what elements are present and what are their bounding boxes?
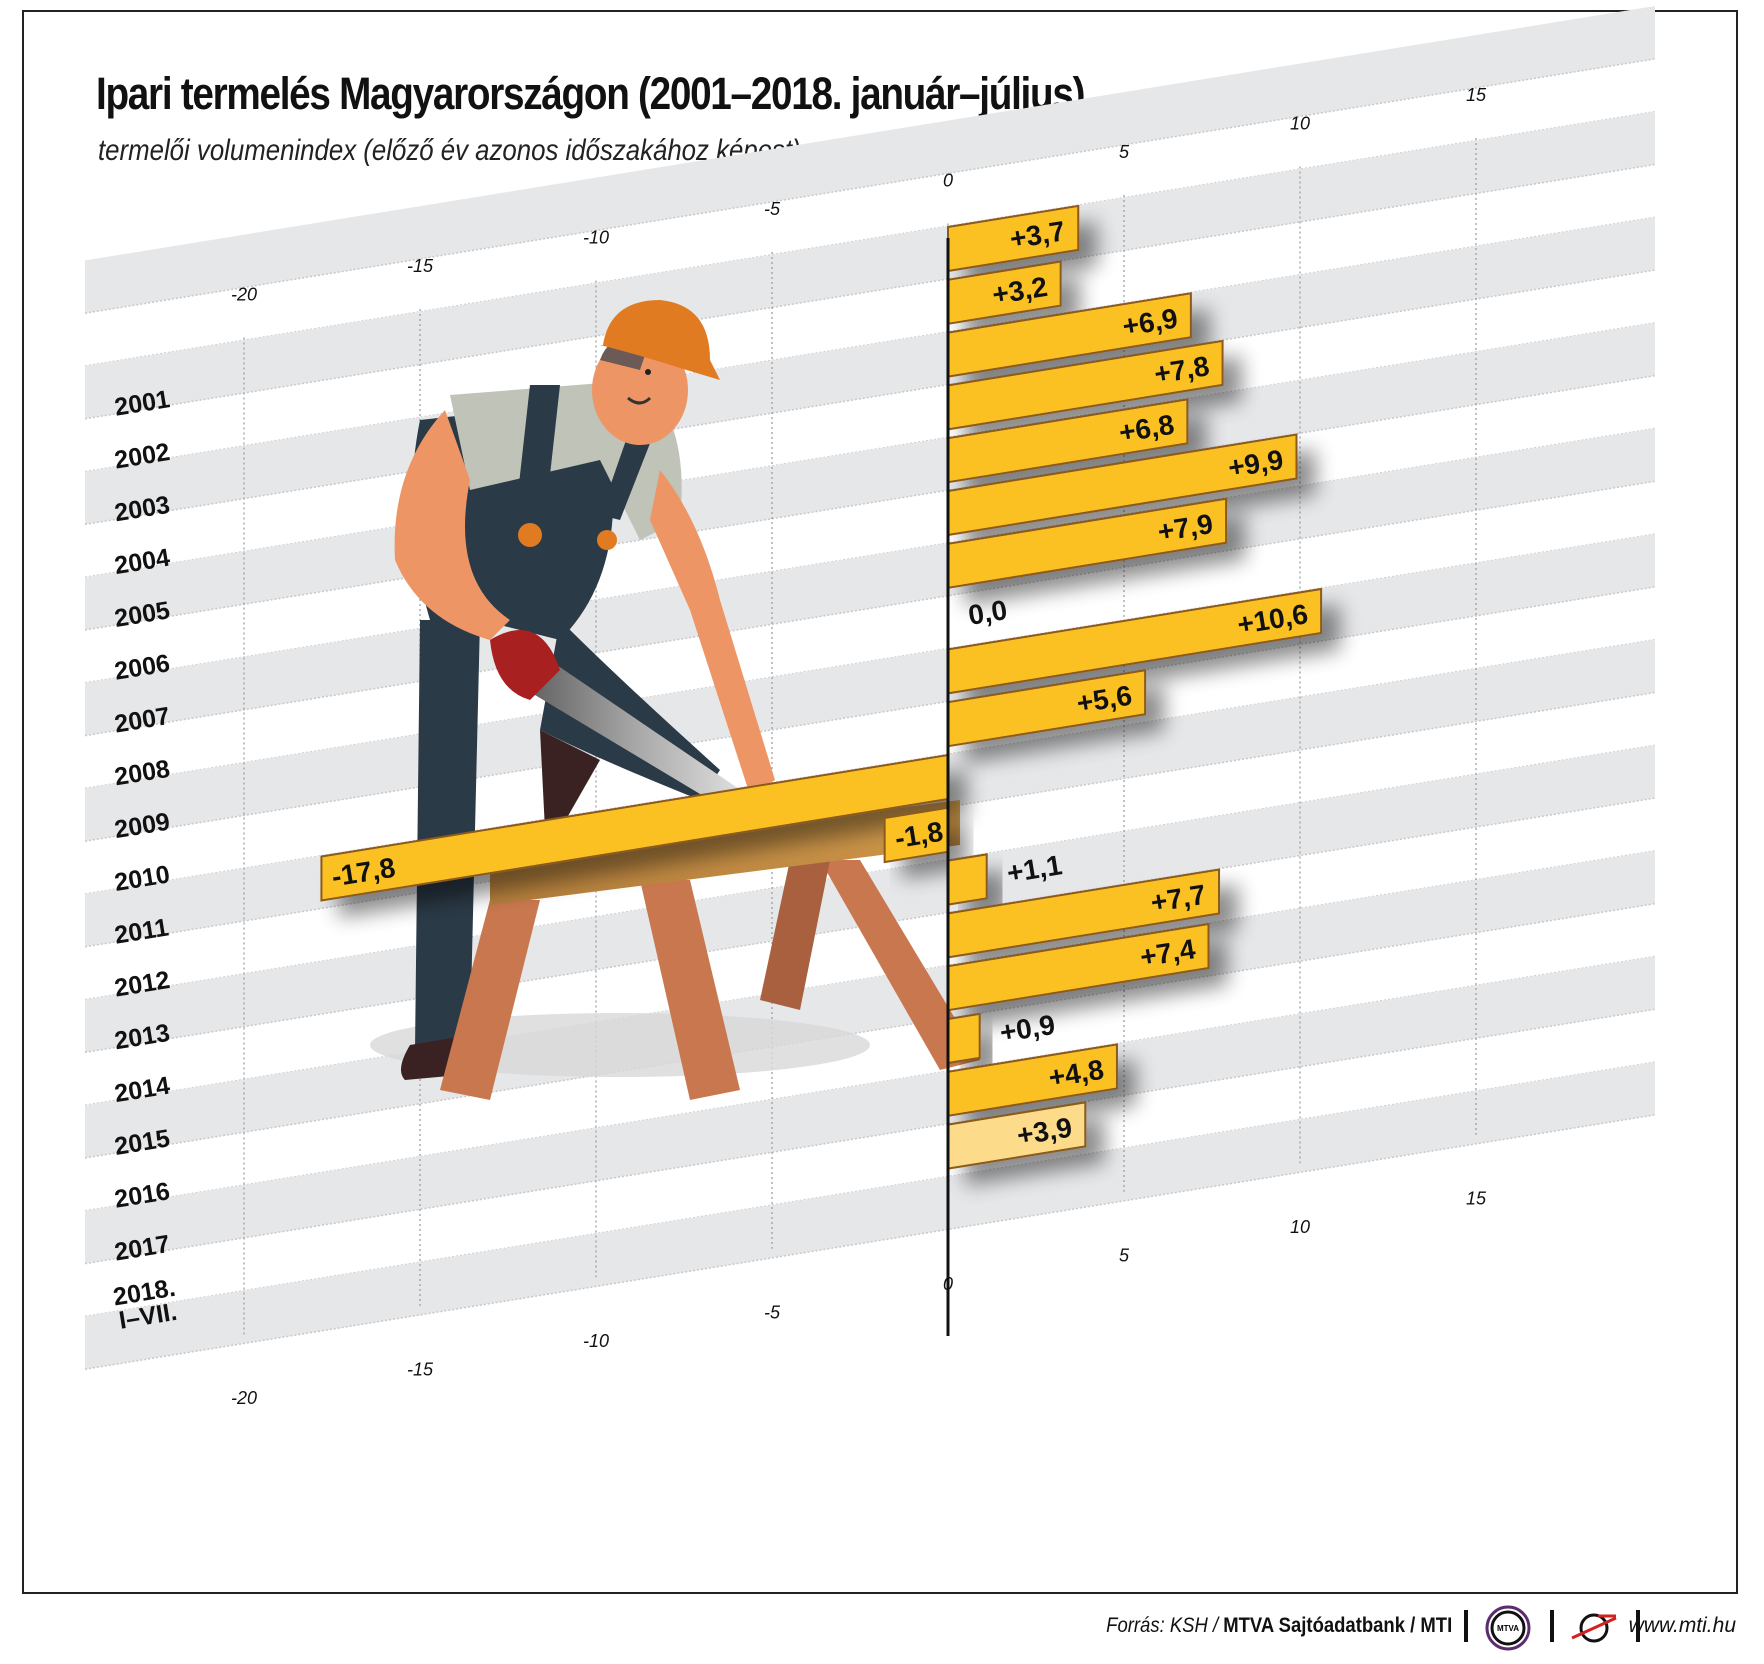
page-subtitle: termelői volumenindex (előző év azonos i… (98, 134, 801, 167)
tick-label: -5 (764, 199, 781, 219)
bar: +7,8 (947, 339, 1224, 431)
category-labels: 2001200220032004200520062007200820092010… (111, 385, 181, 1335)
row-bands (84, 6, 1656, 1370)
worker-illustration (370, 300, 980, 1100)
tick-label: -5 (764, 1302, 781, 1322)
axis-ticks-top: -20 -15 -10 -5 0 5 10 15 (231, 85, 1487, 305)
bar: -1,8 (883, 806, 949, 864)
tick-label: 10 (1290, 1217, 1310, 1237)
tick-label: 0 (943, 1274, 953, 1294)
bar: +6,8 (947, 398, 1189, 484)
separator (1464, 1610, 1468, 1642)
chart-frame (22, 10, 1738, 1594)
bar: +3,9 (947, 1101, 1087, 1170)
separator (1636, 1610, 1640, 1642)
axis-ticks-bottom: -20 -15 -10 -5 0 5 10 15 (231, 1188, 1487, 1408)
page-title: Ipari termelés Magyarországon (2001–2018… (96, 68, 1085, 119)
bar: +3,7 (947, 204, 1080, 273)
mti-logo-icon (1571, 1613, 1617, 1643)
tick-label: 10 (1290, 113, 1310, 133)
mtva-logo-icon: MTVA (1485, 1605, 1531, 1651)
separator (1550, 1610, 1554, 1642)
bar: +3,2 (947, 260, 1062, 325)
footer: Forrás: KSH / MTVA Sajtóadatbank / MTI M… (0, 1600, 1764, 1660)
tick-label: 0 (943, 171, 953, 191)
bars: +3,7+3,2+6,9+7,8+6,8+9,9+7,90,0 +10,6+5,6… (320, 204, 1323, 1170)
bar-value-label: 0,0 (966, 594, 1009, 631)
tick-label: 15 (1466, 1188, 1487, 1208)
tick-label: -20 (231, 285, 257, 305)
bar: +0,9 (947, 1009, 1058, 1065)
bar-chart: +3,7+3,2+6,9+7,8+6,8+9,9+7,90,0 +10,6+5,6… (84, 6, 1656, 1408)
tick-label: 15 (1466, 85, 1487, 105)
tick-label: -20 (231, 1388, 257, 1408)
website-link[interactable]: www.mti.hu (1628, 1614, 1736, 1637)
tick-label: -10 (583, 1331, 609, 1351)
source-credit: Forrás: KSH / MTVA Sajtóadatbank / MTI (1105, 1614, 1452, 1637)
bar: 0,0 (966, 594, 1009, 631)
year-label: 2018.I–VII. (111, 1274, 181, 1335)
bar-value-label: +0,9 (998, 1009, 1058, 1048)
tick-label: -10 (583, 228, 609, 248)
svg-text:MTVA: MTVA (1497, 1624, 1519, 1633)
tick-label: 5 (1119, 142, 1130, 162)
bar: -17,8 (320, 753, 949, 902)
bar-value-label: -1,8 (893, 816, 946, 854)
tick-label: -15 (407, 256, 434, 276)
tick-label: 5 (1119, 1245, 1130, 1265)
tick-label: -15 (407, 1359, 434, 1379)
